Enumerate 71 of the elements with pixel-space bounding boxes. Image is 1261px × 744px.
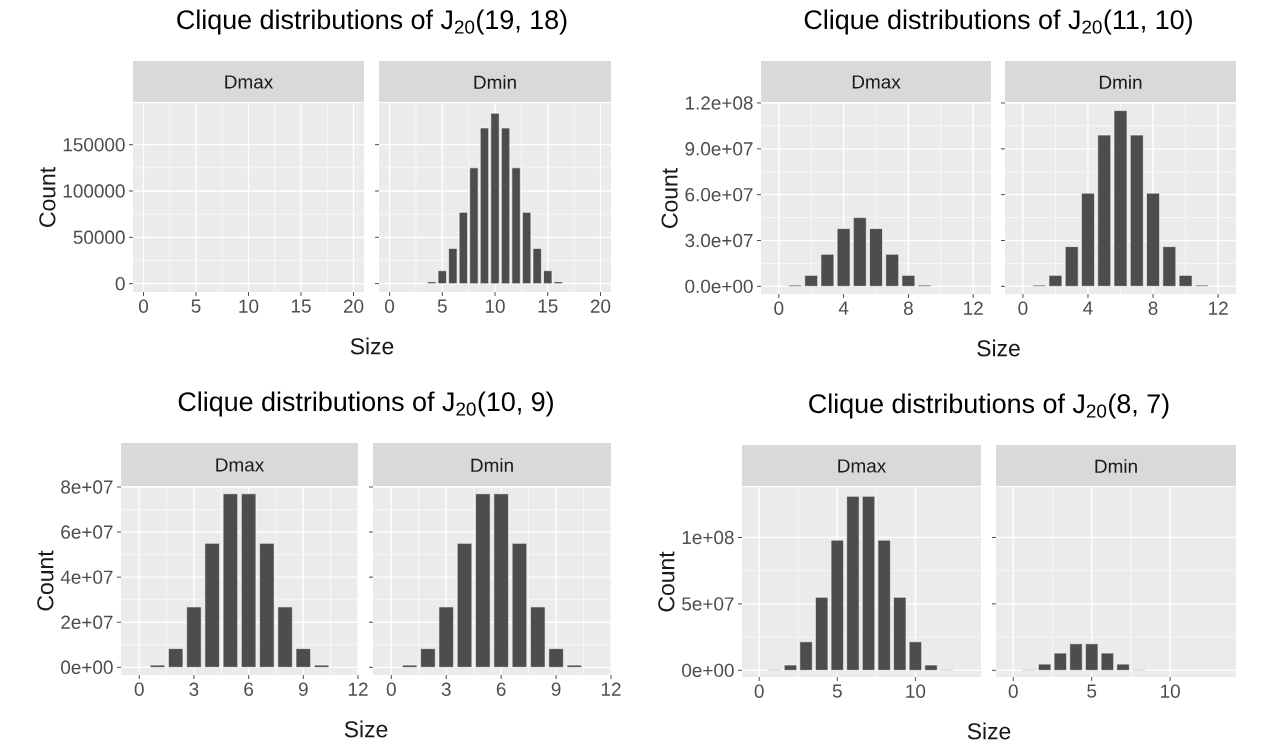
chart-subtitle: Dmin: [474, 75, 516, 89]
x-tick-label: 4: [838, 301, 849, 315]
y-tick-label: 0e+00: [61, 660, 113, 675]
y-axis-title: Count: [658, 551, 675, 612]
y-tick-label: 5e+07: [682, 597, 734, 611]
chart-title: Clique distributions of J$_{20}$(8, 7): [809, 393, 1169, 419]
x-tick-label: 9: [298, 682, 308, 696]
chart-title: Clique distributions of J$_{20}$(11, 10): [804, 9, 1192, 35]
chart-subtitle: Dmax: [852, 75, 901, 89]
x-axis-title: Size: [344, 720, 388, 738]
x-tick-label: 8: [1148, 301, 1158, 315]
x-tick-label: 8: [903, 301, 913, 315]
x-tick-label: 5: [437, 299, 447, 313]
x-tick-label: 0: [386, 682, 396, 696]
x-tick-label: 12: [1209, 301, 1228, 315]
x-tick-label: 0: [1008, 684, 1018, 698]
y-tick-label: 8e+07: [61, 480, 113, 494]
chart-subtitle: Dmax: [225, 75, 273, 89]
y-tick-label: 4e+07: [60, 570, 113, 584]
y-tick-label: 3.0e+07: [685, 233, 753, 248]
y-tick-label: 50000: [73, 230, 125, 245]
x-tick-label: 15: [291, 299, 311, 313]
y-axis-title: Count: [39, 167, 56, 227]
y-tick-label: 1e+08: [682, 530, 734, 545]
chart-subtitle: Dmin: [471, 458, 513, 472]
y-tick-label: 0: [115, 276, 125, 291]
chart-title: Clique distributions of J$_{20}$(19, 18): [177, 9, 567, 35]
x-tick-label: 15: [538, 299, 558, 313]
x-tick-label: 12: [348, 682, 368, 696]
chart-subtitle: Dmin: [1099, 75, 1142, 89]
chart-subtitle: Dmin: [1095, 459, 1137, 473]
x-axis-title: Size: [967, 722, 1011, 740]
y-tick-label: 9.0e+07: [685, 142, 753, 156]
x-axis-title: Size: [350, 337, 394, 355]
x-tick-label: 0: [1018, 301, 1028, 315]
x-tick-label: 0: [774, 301, 784, 315]
x-tick-label: 12: [601, 682, 621, 696]
chart-subtitle: Dmax: [216, 458, 264, 472]
y-tick-label: 6e+07: [61, 525, 113, 539]
x-tick-label: 20: [590, 299, 611, 313]
y-tick-label: 100000: [63, 184, 125, 198]
x-tick-label: 10: [239, 299, 259, 313]
x-axis-title: Size: [977, 339, 1020, 357]
x-tick-label: 10: [906, 684, 926, 698]
x-tick-label: 9: [551, 682, 561, 696]
chart-title: Clique distributions of J$_{20}$(10, 9): [178, 391, 553, 417]
x-tick-label: 12: [964, 301, 983, 315]
x-tick-label: 5: [191, 299, 201, 313]
x-tick-label: 5: [832, 684, 842, 698]
y-tick-label: 6.0e+07: [685, 187, 753, 202]
y-tick-label: 150000: [63, 137, 125, 152]
x-tick-label: 6: [496, 682, 506, 696]
x-tick-label: 6: [244, 682, 254, 696]
x-tick-label: 0: [134, 682, 144, 696]
chart-subtitle: Dmax: [838, 459, 886, 473]
x-tick-label: 10: [485, 299, 505, 313]
y-axis-title: Count: [37, 550, 54, 611]
x-tick-label: 20: [343, 299, 364, 313]
x-tick-label: 0: [754, 684, 764, 698]
y-tick-label: 0e+00: [682, 663, 734, 678]
x-tick-label: 5: [1087, 684, 1097, 698]
y-tick-label: 1.2e+08: [685, 96, 753, 110]
x-tick-label: 4: [1083, 301, 1093, 315]
x-tick-label: 3: [189, 682, 199, 696]
y-tick-label: 2e+07: [61, 615, 113, 629]
x-tick-label: 3: [441, 682, 451, 696]
x-tick-label: 10: [1161, 684, 1180, 698]
x-tick-label: 0: [138, 299, 149, 313]
y-tick-label: 0.0e+00: [685, 279, 753, 294]
y-axis-title: Count: [661, 168, 678, 228]
x-tick-label: 0: [385, 299, 395, 313]
